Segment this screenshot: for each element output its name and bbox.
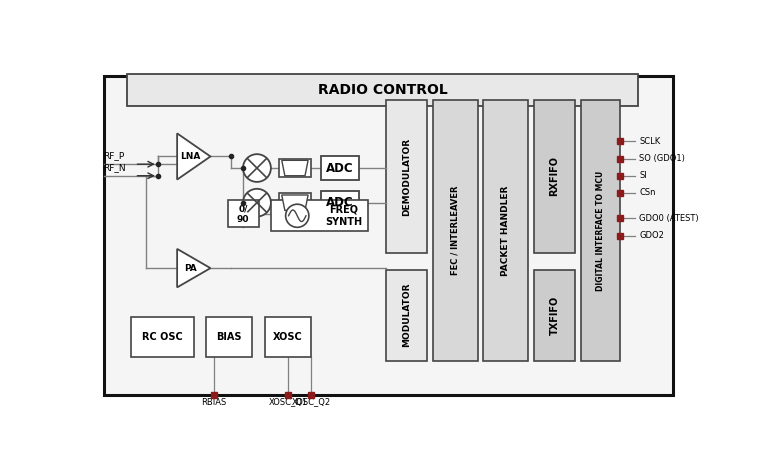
Bar: [581, 100, 620, 361]
Text: XOSC_Q1: XOSC_Q1: [268, 398, 307, 407]
Text: ADC: ADC: [326, 161, 354, 175]
Text: FREQ
SYNTH: FREQ SYNTH: [326, 205, 362, 227]
Text: FEC / INTERLEAVER: FEC / INTERLEAVER: [451, 186, 460, 275]
Text: RF_N: RF_N: [103, 163, 126, 172]
Bar: [483, 100, 529, 361]
Text: DIGITAL INTERFACE TO MCU: DIGITAL INTERFACE TO MCU: [596, 170, 605, 291]
Polygon shape: [177, 133, 211, 180]
Text: XOSC_Q2: XOSC_Q2: [292, 398, 331, 407]
Text: MODULATOR: MODULATOR: [402, 283, 411, 347]
Text: SO (GDO1): SO (GDO1): [639, 154, 685, 163]
Polygon shape: [282, 195, 308, 210]
Text: GDO2: GDO2: [639, 231, 664, 240]
Bar: [131, 317, 194, 356]
Bar: [535, 270, 574, 361]
Text: TXFIFO: TXFIFO: [549, 296, 559, 335]
Bar: [535, 100, 574, 253]
Text: 0/
90: 0/ 90: [237, 204, 249, 223]
Text: XOSC: XOSC: [273, 332, 303, 342]
Bar: [386, 100, 427, 253]
Text: RC OSC: RC OSC: [142, 332, 183, 342]
Bar: [265, 317, 311, 356]
Text: PA: PA: [184, 264, 197, 273]
Text: CSn: CSn: [639, 188, 656, 197]
Bar: [126, 74, 638, 106]
Circle shape: [286, 204, 309, 227]
Polygon shape: [282, 160, 308, 176]
Text: GDO0 (ATEST): GDO0 (ATEST): [639, 213, 699, 223]
Text: RADIO CONTROL: RADIO CONTROL: [318, 83, 447, 97]
Text: SI: SI: [639, 171, 647, 180]
Text: SCLK: SCLK: [639, 137, 660, 146]
Bar: [279, 159, 311, 177]
Text: BIAS: BIAS: [216, 332, 242, 342]
Bar: [206, 317, 252, 356]
Circle shape: [243, 154, 271, 182]
Bar: [433, 100, 478, 361]
Text: RF_P: RF_P: [103, 151, 125, 160]
Circle shape: [243, 189, 271, 217]
Bar: [279, 193, 311, 212]
Text: RXFIFO: RXFIFO: [549, 156, 559, 197]
Bar: [320, 156, 359, 180]
Text: LNA: LNA: [180, 152, 201, 161]
Bar: [271, 200, 368, 231]
Text: ADC: ADC: [326, 196, 354, 209]
Text: DEMODULATOR: DEMODULATOR: [402, 138, 411, 216]
Bar: [386, 270, 427, 361]
Polygon shape: [177, 249, 211, 287]
Text: PACKET HANDLER: PACKET HANDLER: [501, 185, 510, 276]
Bar: [320, 191, 359, 214]
Text: RBIAS: RBIAS: [201, 398, 226, 407]
Bar: [228, 200, 258, 227]
